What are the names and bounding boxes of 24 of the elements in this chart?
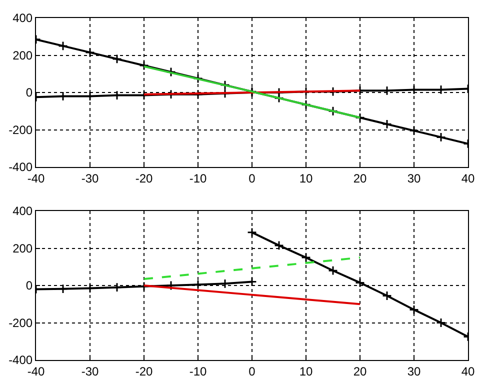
x-tick-label: 0 (248, 364, 256, 378)
x-tick-label: -20 (135, 364, 153, 378)
x-tick-label: 0 (248, 171, 256, 186)
y-tick-label: 0 (26, 278, 33, 293)
x-tick-label: -10 (189, 171, 207, 186)
y-tick-label: 400 (12, 204, 33, 218)
y-tick-label: -200 (8, 122, 33, 137)
x-tick-label: 20 (353, 171, 367, 186)
x-tick-label: 40 (461, 171, 475, 186)
x-tick-label: 20 (353, 364, 367, 378)
x-tick-label: 30 (407, 364, 421, 378)
x-tick-label: -30 (81, 364, 99, 378)
x-tick-label: 30 (407, 171, 421, 186)
y-tick-label: 0 (26, 86, 33, 100)
x-tick-label: 40 (461, 364, 475, 378)
x-tick-label: -30 (81, 171, 99, 186)
x-tick-label: 10 (299, 364, 313, 378)
x-tick-label: -20 (135, 171, 153, 186)
y-tick-label: 200 (12, 48, 33, 62)
y-tick-label: 200 (12, 241, 33, 256)
x-tick-label: 10 (299, 171, 313, 186)
y-tick-label: -200 (8, 316, 33, 330)
y-tick-label: 400 (12, 11, 33, 26)
x-tick-label: -10 (189, 364, 207, 378)
